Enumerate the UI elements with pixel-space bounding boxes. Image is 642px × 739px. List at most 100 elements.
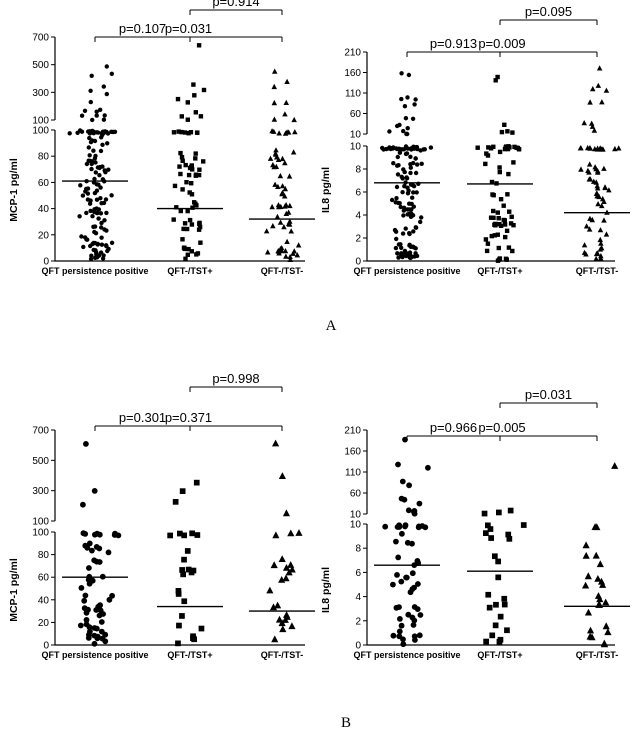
data-point <box>402 523 408 530</box>
data-point <box>414 606 421 612</box>
data-point <box>417 612 424 618</box>
data-point <box>493 601 499 608</box>
data-point <box>112 129 118 134</box>
data-point <box>398 204 403 210</box>
panel-label-b: B <box>341 715 351 731</box>
data-point <box>109 240 115 245</box>
data-point <box>497 613 504 620</box>
data-point <box>277 172 284 179</box>
data-point <box>396 200 401 206</box>
data-point <box>600 639 608 647</box>
data-point <box>86 158 91 163</box>
data-point <box>91 640 98 647</box>
data-point <box>414 190 419 195</box>
data-point <box>83 617 90 623</box>
data-point <box>400 641 407 648</box>
data-point <box>588 120 595 126</box>
data-point <box>589 216 595 223</box>
data-point <box>415 162 420 167</box>
data-point <box>396 146 401 152</box>
p-value-label: p=0.005 <box>478 420 525 435</box>
y-tick-label: 700 <box>32 33 49 44</box>
data-point <box>269 603 278 611</box>
data-point <box>83 609 90 616</box>
data-point <box>183 256 188 261</box>
data-point <box>396 242 402 247</box>
data-point <box>593 255 599 262</box>
data-point <box>394 196 399 201</box>
data-point <box>85 197 91 202</box>
data-point <box>282 111 288 117</box>
data-point <box>394 236 399 242</box>
p-value-label: p=0.009 <box>478 36 525 51</box>
data-point <box>94 109 99 114</box>
data-point <box>98 619 105 625</box>
data-point <box>402 169 407 175</box>
data-point <box>100 256 106 261</box>
y-tick-label: 10 <box>350 520 362 531</box>
data-point <box>496 245 501 251</box>
data-point <box>502 122 507 127</box>
y-tick-label: 80 <box>38 152 50 163</box>
data-point <box>266 586 274 594</box>
data-point <box>182 130 188 135</box>
data-point <box>419 523 426 529</box>
data-point <box>90 214 95 219</box>
data-point <box>582 581 590 589</box>
data-point <box>263 228 270 234</box>
data-point <box>79 234 84 239</box>
data-point <box>292 129 298 135</box>
data-point <box>180 158 185 163</box>
data-point <box>105 248 110 254</box>
data-point <box>485 241 491 246</box>
data-point <box>102 218 107 223</box>
data-point <box>410 116 416 122</box>
x-category-label: QFT-/TST+ <box>167 266 212 276</box>
data-point <box>397 616 403 622</box>
data-point <box>495 558 501 565</box>
data-point <box>98 185 103 190</box>
data-point <box>392 227 398 233</box>
data-point <box>507 209 512 214</box>
data-point <box>401 128 406 134</box>
data-point <box>492 233 497 238</box>
data-point <box>272 531 280 539</box>
data-point <box>67 131 72 136</box>
data-point <box>189 249 194 254</box>
y-tick-label: 6 <box>355 568 361 579</box>
y-tick-label: 10 <box>350 130 362 141</box>
data-point <box>88 139 94 145</box>
data-point <box>98 628 105 635</box>
data-point <box>520 522 527 528</box>
y-tick-label: 8 <box>355 165 361 176</box>
data-point <box>181 532 187 539</box>
data-point <box>91 625 98 631</box>
data-point <box>393 538 399 545</box>
data-point <box>93 255 98 260</box>
data-point <box>91 130 97 135</box>
data-point <box>504 627 510 634</box>
data-point <box>582 551 590 559</box>
data-point <box>189 192 195 197</box>
data-point <box>498 223 504 228</box>
data-point <box>504 144 509 149</box>
data-point <box>485 522 491 529</box>
data-point <box>102 227 107 232</box>
data-point <box>601 217 607 223</box>
data-point <box>413 97 418 102</box>
data-point <box>407 242 412 247</box>
data-point <box>291 248 297 254</box>
data-point <box>185 117 190 122</box>
data-point <box>408 162 413 167</box>
x-category-label: QFT-/TST+ <box>477 650 522 660</box>
data-point <box>495 258 501 263</box>
data-point <box>189 222 195 227</box>
data-point <box>186 131 191 136</box>
y-tick-label: 80 <box>38 550 50 561</box>
data-point <box>99 235 104 240</box>
data-point <box>404 151 410 156</box>
data-point <box>381 147 386 152</box>
data-point <box>287 529 295 537</box>
data-point <box>387 129 392 134</box>
